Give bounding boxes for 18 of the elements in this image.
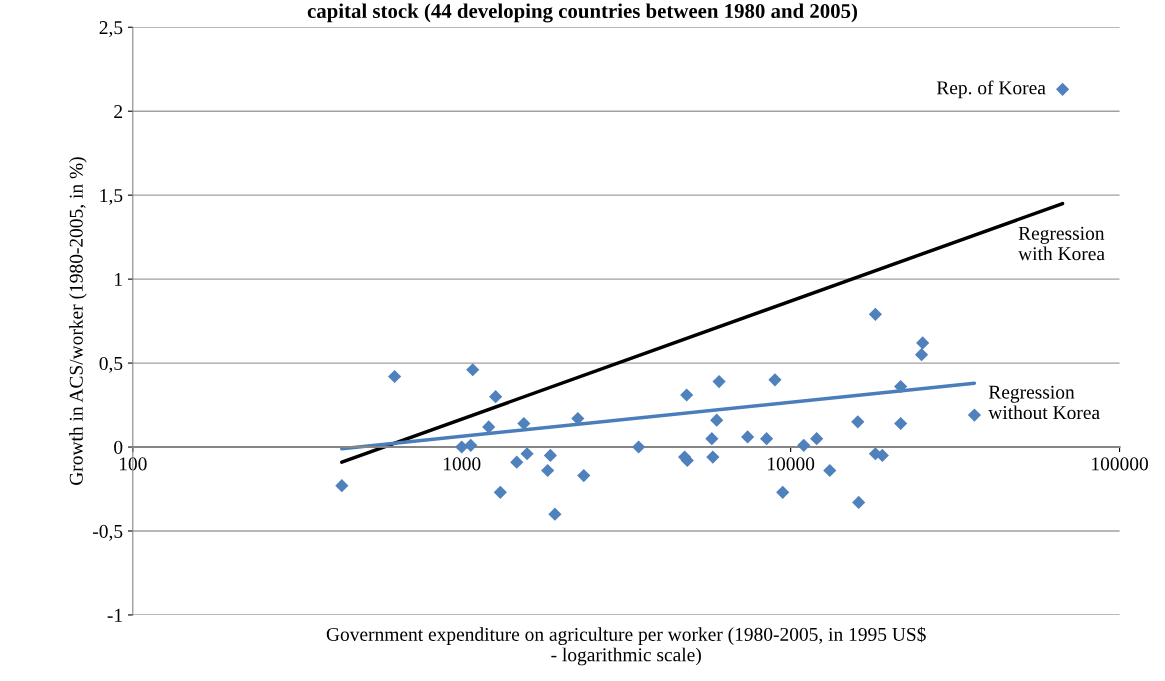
y-tick-label: -1 — [107, 608, 122, 622]
y-tick-label: 1,5 — [100, 189, 123, 205]
series-label: Regression with Korea — [1018, 226, 1105, 261]
y-tick-label: 0,5 — [99, 356, 123, 373]
x-tick-label: 10000 — [768, 457, 815, 471]
chart-title: capital stock (44 developing countries between 1980 and 2005) — [307, 3, 858, 23]
y-tick-label: 0 — [114, 440, 123, 454]
x-tick-label: 100000 — [1092, 457, 1148, 471]
annotation: Rep. of Korea — [936, 80, 1046, 99]
x-axis-title: Government expenditure on agriculture per worker (1980-2005, in 1995 US$ - logarithmic scale) — [326, 626, 926, 666]
series-label: Regression without Korea — [988, 385, 1100, 420]
y-tick-label: 2 — [114, 105, 123, 118]
x-tick-label: 100 — [119, 457, 147, 471]
y-tick-label: 1 — [115, 273, 122, 286]
y-tick-label: 2,5 — [99, 21, 123, 37]
x-tick-label: 1000 — [443, 457, 481, 471]
y-axis-title: Growth in ACS/worker (1980-2005, in %) — [69, 157, 87, 486]
y-tick-label: -0,5 — [93, 524, 123, 541]
